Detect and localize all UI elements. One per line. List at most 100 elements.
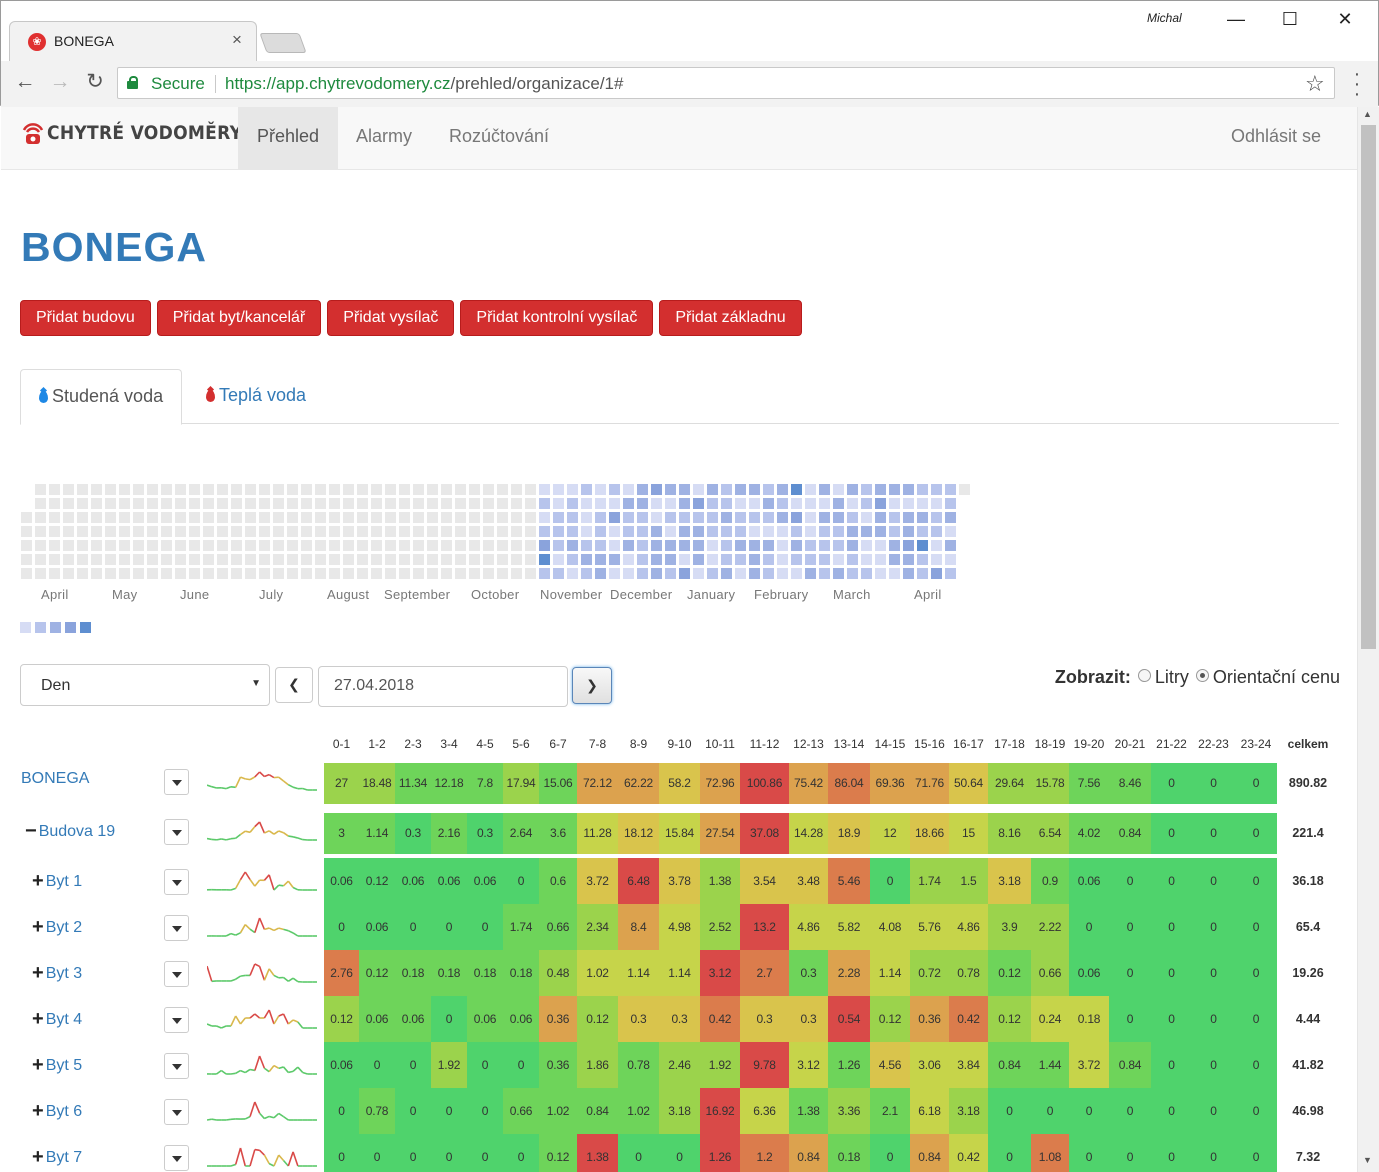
heatmap-day-cell[interactable] — [133, 554, 144, 565]
heatmap-day-cell[interactable] — [231, 484, 242, 495]
heatmap-day-cell[interactable] — [595, 540, 606, 551]
heatmap-day-cell[interactable] — [861, 568, 872, 579]
heatmap-day-cell[interactable] — [553, 554, 564, 565]
heatmap-day-cell[interactable] — [49, 554, 60, 565]
heatmap-day-cell[interactable] — [371, 526, 382, 537]
heatmap-day-cell[interactable] — [917, 554, 928, 565]
previous-date-button[interactable]: ❮ — [275, 667, 313, 703]
heatmap-day-cell[interactable] — [189, 512, 200, 523]
heatmap-day-cell[interactable] — [35, 540, 46, 551]
heatmap-day-cell[interactable] — [329, 568, 340, 579]
heatmap-day-cell[interactable] — [217, 512, 228, 523]
expand-icon[interactable]: + — [32, 1008, 44, 1030]
heatmap-day-cell[interactable] — [819, 526, 830, 537]
row-name-byt-1[interactable]: + Byt 1 — [32, 870, 82, 893]
heatmap-day-cell[interactable] — [805, 568, 816, 579]
heatmap-day-cell[interactable] — [427, 568, 438, 579]
heatmap-day-cell[interactable] — [833, 498, 844, 509]
heatmap-day-cell[interactable] — [595, 568, 606, 579]
heatmap-day-cell[interactable] — [665, 540, 676, 551]
heatmap-day-cell[interactable] — [679, 526, 690, 537]
heatmap-day-cell[interactable] — [749, 554, 760, 565]
heatmap-day-cell[interactable] — [357, 554, 368, 565]
heatmap-day-cell[interactable] — [119, 526, 130, 537]
heatmap-day-cell[interactable] — [847, 568, 858, 579]
heatmap-day-cell[interactable] — [721, 540, 732, 551]
heatmap-day-cell[interactable] — [399, 554, 410, 565]
heatmap-day-cell[interactable] — [567, 484, 578, 495]
heatmap-day-cell[interactable] — [357, 484, 368, 495]
heatmap-day-cell[interactable] — [875, 554, 886, 565]
scrollbar-thumb[interactable] — [1361, 125, 1376, 649]
heatmap-day-cell[interactable] — [707, 554, 718, 565]
heatmap-day-cell[interactable] — [287, 540, 298, 551]
heatmap-day-cell[interactable] — [455, 526, 466, 537]
heatmap-day-cell[interactable] — [511, 484, 522, 495]
heatmap-day-cell[interactable] — [441, 512, 452, 523]
back-icon[interactable]: ← — [14, 70, 36, 93]
heatmap-day-cell[interactable] — [637, 484, 648, 495]
heatmap-day-cell[interactable] — [483, 568, 494, 579]
expand-icon[interactable]: + — [32, 1100, 44, 1122]
heatmap-day-cell[interactable] — [637, 568, 648, 579]
heatmap-day-cell[interactable] — [245, 568, 256, 579]
heatmap-day-cell[interactable] — [343, 540, 354, 551]
heatmap-day-cell[interactable] — [147, 484, 158, 495]
heatmap-day-cell[interactable] — [931, 540, 942, 551]
heatmap-day-cell[interactable] — [259, 484, 270, 495]
reload-icon[interactable]: ↻ — [86, 70, 104, 93]
heatmap-day-cell[interactable] — [259, 498, 270, 509]
heatmap-day-cell[interactable] — [791, 540, 802, 551]
heatmap-day-cell[interactable] — [357, 568, 368, 579]
heatmap-day-cell[interactable] — [847, 526, 858, 537]
heatmap-day-cell[interactable] — [497, 568, 508, 579]
heatmap-day-cell[interactable] — [721, 498, 732, 509]
heatmap-day-cell[interactable] — [889, 554, 900, 565]
heatmap-day-cell[interactable] — [679, 540, 690, 551]
heatmap-day-cell[interactable] — [861, 540, 872, 551]
heatmap-day-cell[interactable] — [161, 526, 172, 537]
minimize-icon[interactable]: — — [1227, 9, 1245, 29]
heatmap-day-cell[interactable] — [21, 554, 32, 565]
heatmap-day-cell[interactable] — [371, 484, 382, 495]
heatmap-day-cell[interactable] — [77, 568, 88, 579]
heatmap-day-cell[interactable] — [315, 512, 326, 523]
radio-liters[interactable] — [1137, 669, 1151, 682]
heatmap-day-cell[interactable] — [371, 540, 382, 551]
heatmap-day-cell[interactable] — [175, 554, 186, 565]
scroll-down-icon[interactable]: ▼ — [1363, 1155, 1372, 1165]
row-name-byt-4[interactable]: + Byt 4 — [32, 1008, 82, 1031]
heatmap-day-cell[interactable] — [35, 512, 46, 523]
date-input[interactable]: 27.04.2018 — [318, 666, 568, 707]
profile-name[interactable]: Michal — [1147, 11, 1182, 25]
heatmap-day-cell[interactable] — [49, 498, 60, 509]
heatmap-day-cell[interactable] — [315, 540, 326, 551]
heatmap-day-cell[interactable] — [805, 526, 816, 537]
heatmap-day-cell[interactable] — [525, 526, 536, 537]
scrollbar[interactable]: ▲ ▼ — [1357, 107, 1379, 1172]
heatmap-day-cell[interactable] — [329, 512, 340, 523]
heatmap-day-cell[interactable] — [805, 498, 816, 509]
heatmap-day-cell[interactable] — [231, 554, 242, 565]
heatmap-day-cell[interactable] — [679, 568, 690, 579]
heatmap-day-cell[interactable] — [329, 526, 340, 537]
heatmap-day-cell[interactable] — [133, 512, 144, 523]
heatmap-day-cell[interactable] — [679, 554, 690, 565]
heatmap-day-cell[interactable] — [903, 526, 914, 537]
heatmap-day-cell[interactable] — [833, 512, 844, 523]
heatmap-day-cell[interactable] — [441, 554, 452, 565]
heatmap-day-cell[interactable] — [245, 526, 256, 537]
heatmap-day-cell[interactable] — [49, 512, 60, 523]
heatmap-day-cell[interactable] — [693, 554, 704, 565]
heatmap-day-cell[interactable] — [847, 484, 858, 495]
heatmap-day-cell[interactable] — [63, 484, 74, 495]
heatmap-day-cell[interactable] — [931, 554, 942, 565]
heatmap-day-cell[interactable] — [63, 498, 74, 509]
heatmap-day-cell[interactable] — [847, 554, 858, 565]
heatmap-day-cell[interactable] — [595, 498, 606, 509]
heatmap-day-cell[interactable] — [217, 498, 228, 509]
heatmap-day-cell[interactable] — [483, 498, 494, 509]
row-dropdown-button[interactable] — [164, 1053, 189, 1079]
heatmap-day-cell[interactable] — [693, 568, 704, 579]
close-tab-icon[interactable]: × — [232, 30, 242, 49]
